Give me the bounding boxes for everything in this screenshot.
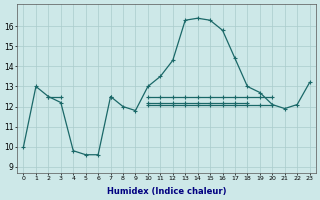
X-axis label: Humidex (Indice chaleur): Humidex (Indice chaleur) xyxy=(107,187,226,196)
